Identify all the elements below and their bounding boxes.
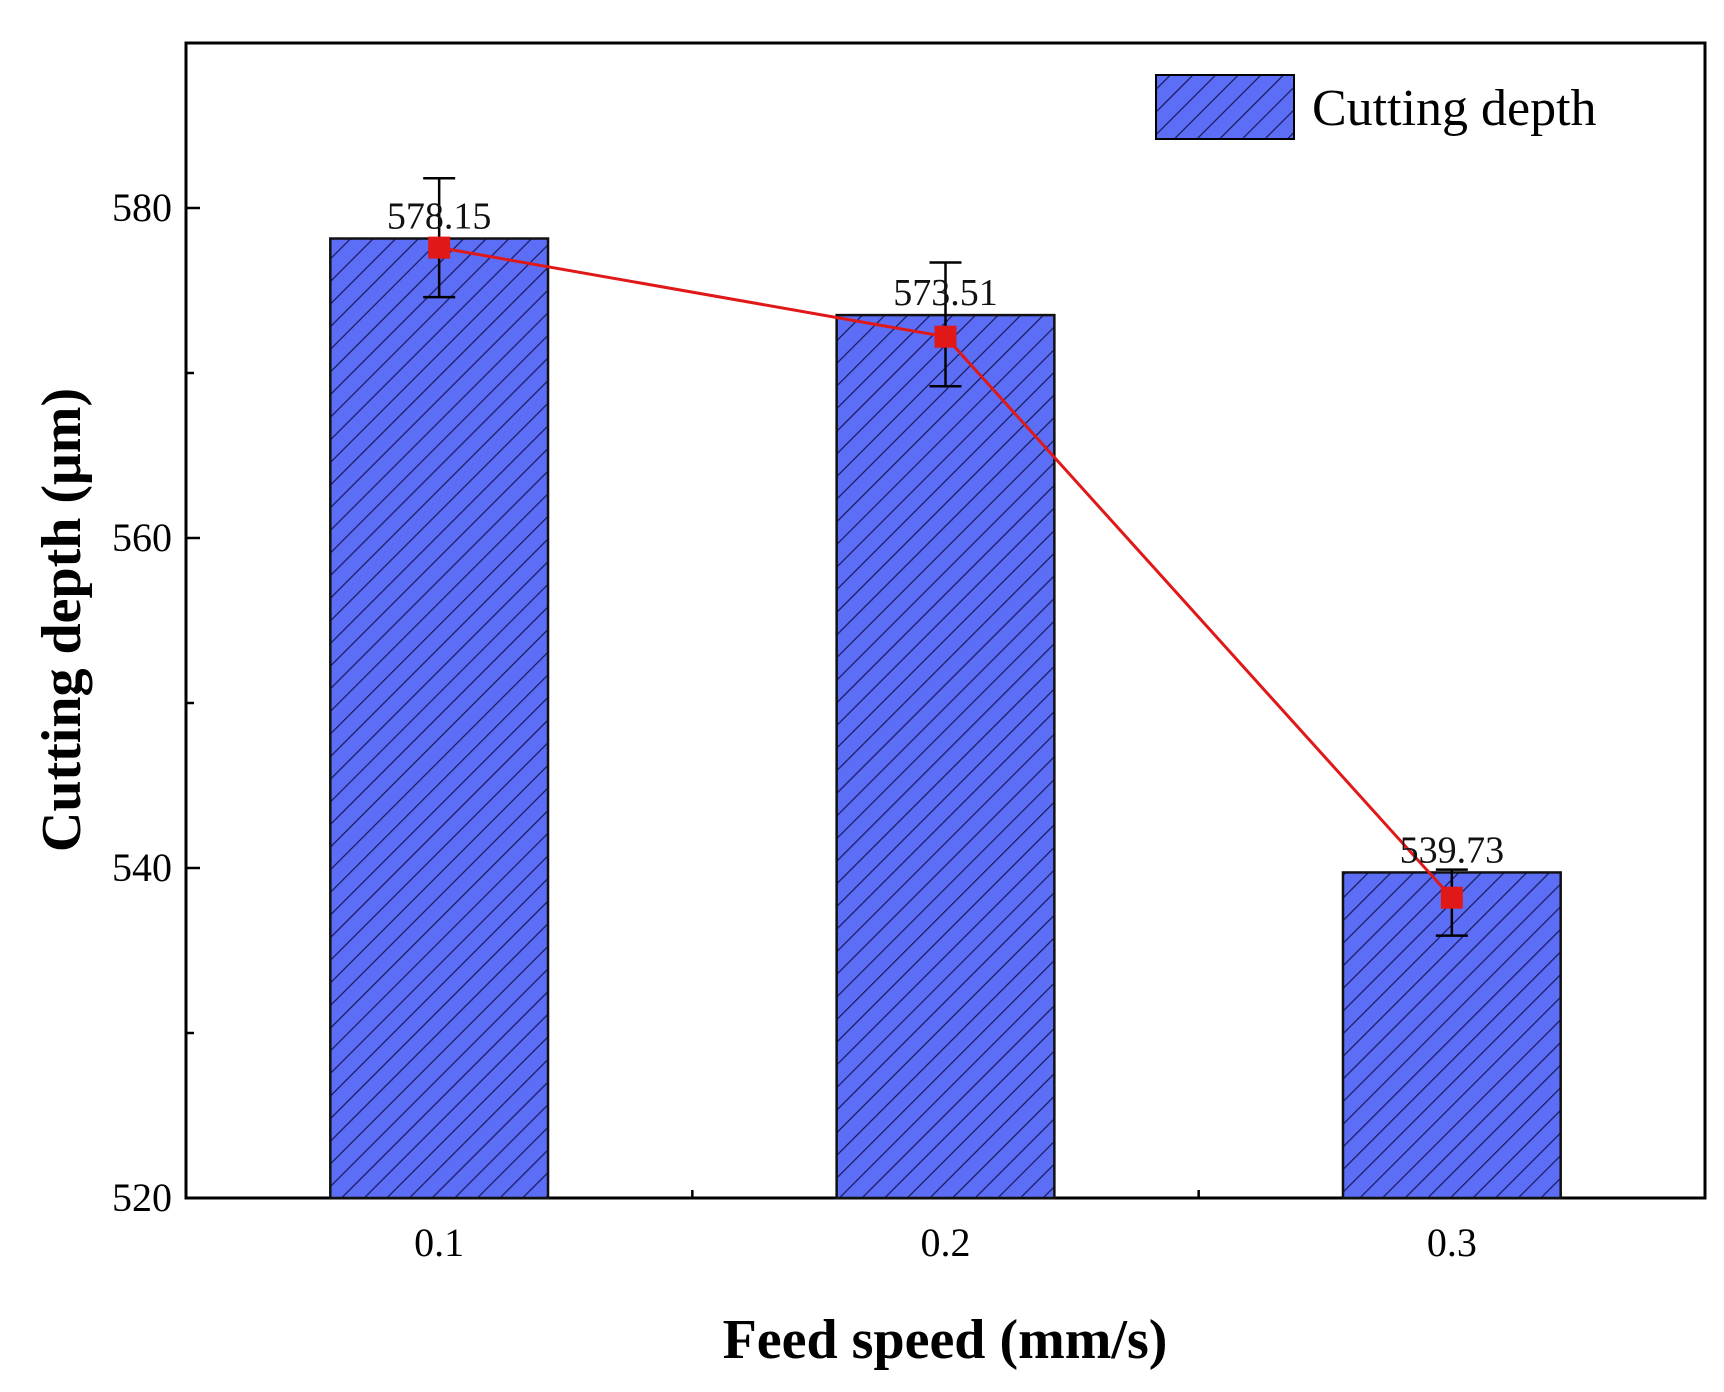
x-tick-label: 0.1 [414, 1220, 464, 1265]
bar-value-label: 578.15 [387, 196, 492, 238]
data-labels: 578.15 573.51 539.73 [387, 196, 1504, 872]
trend-marker [934, 325, 957, 348]
legend: Cutting depth [1155, 74, 1597, 140]
trend-line-group [428, 236, 1463, 909]
y-tick-label: 540 [112, 845, 172, 890]
x-axis-ticks: 0.1 0.2 0.3 [414, 1184, 1477, 1265]
x-axis-title: Feed speed (mm/s) [723, 1309, 1168, 1371]
y-tick-label: 520 [112, 1175, 172, 1220]
y-tick-label: 560 [112, 515, 172, 560]
y-tick-label: 580 [112, 185, 172, 230]
bar [329, 237, 550, 1200]
trend-marker [428, 236, 451, 259]
y-axis-title: Cutting depth (μm) [31, 388, 93, 852]
y-axis-ticks: 520 540 560 580 [112, 41, 200, 1220]
legend-swatch [1155, 74, 1295, 140]
x-tick-label: 0.3 [1427, 1220, 1477, 1265]
legend-label: Cutting depth [1312, 80, 1597, 137]
bars [329, 237, 1562, 1200]
trend-marker [1440, 886, 1463, 909]
bar [835, 313, 1056, 1200]
bar-value-label: 573.51 [893, 272, 998, 314]
error-bars [423, 177, 1468, 937]
bar-value-label: 539.73 [1400, 829, 1505, 871]
x-tick-label: 0.2 [921, 1220, 971, 1265]
